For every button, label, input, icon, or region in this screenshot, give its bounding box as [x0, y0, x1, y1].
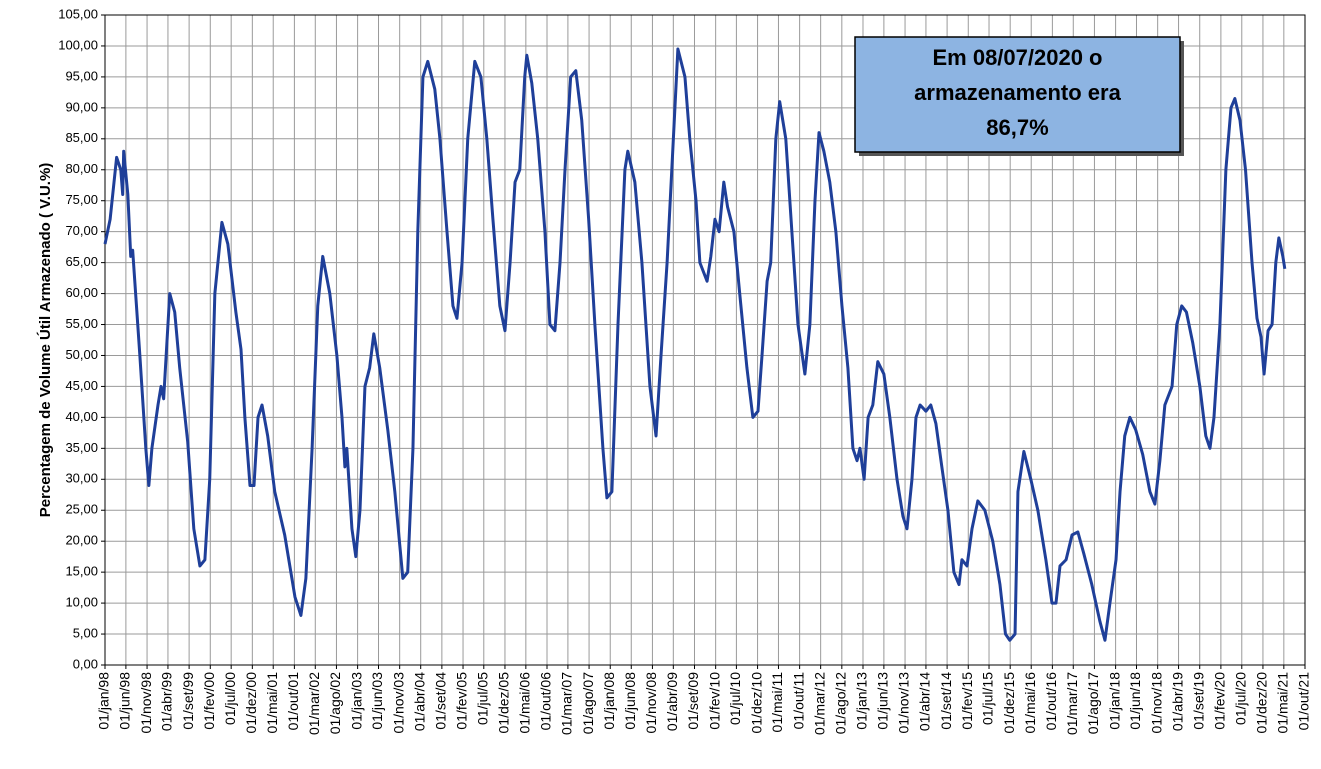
x-tick-label: 01/jun/98: [117, 672, 133, 730]
x-tick-label: 01/set/19: [1190, 672, 1206, 730]
x-tick-label: 01/jan/18: [1106, 672, 1122, 730]
x-tick-label: 01/mai/11: [769, 672, 785, 733]
plot-border: [104, 14, 1306, 666]
y-tick-label: 45,00: [65, 378, 98, 393]
x-tick-label: 01/fev/05: [454, 672, 470, 730]
x-tick-label: 01/jul/15: [980, 672, 996, 725]
x-tick-label: 01/dez/00: [243, 672, 259, 734]
x-tick-label: 01/jul/10: [727, 672, 743, 725]
x-tick-label: 01/jul/00: [222, 672, 238, 725]
x-tick-label: 01/abr/14: [917, 672, 933, 731]
x-tick-label: 01/jun/08: [622, 672, 638, 730]
x-tick-label: 01/out/01: [285, 672, 301, 731]
x-tick-label: 01/jul/05: [474, 672, 490, 725]
x-tick-label: 01/abr/19: [1169, 672, 1185, 731]
x-tick-label: 01/jul/20: [1232, 672, 1248, 725]
y-tick-label: 90,00: [65, 99, 98, 114]
y-tick-label: 15,00: [65, 564, 98, 579]
x-tick-label: 01/fev/20: [1212, 672, 1228, 730]
y-tick-label: 35,00: [65, 440, 98, 455]
x-tick-label: 01/mai/01: [264, 672, 280, 734]
x-tick-label: 01/dez/20: [1254, 672, 1270, 734]
y-tick-label: 55,00: [65, 316, 98, 331]
y-tick-label: 20,00: [65, 533, 98, 548]
x-tick-label: 01/mai/16: [1022, 672, 1038, 734]
x-tick-label: 01/fev/15: [959, 672, 975, 730]
y-tick-label: 95,00: [65, 68, 98, 83]
y-tick-label: 65,00: [65, 254, 98, 269]
x-tick-label: 01/nov/13: [896, 672, 912, 734]
x-tick-label: 01/nov/03: [390, 672, 406, 734]
x-tick-label: 01/mai/21: [1275, 672, 1291, 734]
x-tick-label: 01/jan/03: [348, 672, 364, 730]
x-tick-label: 01/mai/06: [517, 672, 533, 734]
y-tick-label: 85,00: [65, 130, 98, 145]
x-tick-label: 01/fev/10: [706, 672, 722, 730]
y-tick-label: 0,00: [73, 656, 98, 671]
x-tick-label: 01/jan/98: [96, 672, 112, 730]
x-tick-label: 01/out/21: [1296, 672, 1312, 731]
y-tick-label: 105,00: [58, 6, 98, 21]
x-tick-label: 01/set/14: [938, 672, 954, 730]
y-tick-label: 25,00: [65, 502, 98, 517]
x-tick-label: 01/set/09: [685, 672, 701, 730]
x-tick-label: 01/nov/08: [643, 672, 659, 734]
y-tick-label: 5,00: [73, 625, 98, 640]
y-tick-label: 75,00: [65, 192, 98, 207]
x-tick-label: 01/jan/13: [854, 672, 870, 730]
annotation-text: 86,7%: [986, 115, 1048, 140]
x-tick-label: 01/ago/17: [1085, 672, 1101, 734]
x-tick-label: 01/mar/02: [306, 672, 322, 735]
x-tick-label: 01/dez/15: [1001, 672, 1017, 734]
y-tick-label: 10,00: [65, 595, 98, 610]
x-tick-label: 01/nov/98: [138, 672, 154, 734]
x-tick-label: 01/out/11: [790, 672, 806, 730]
x-tick-label: 01/mar/12: [811, 672, 827, 735]
y-axis-label: Percentagem de Volume Útil Armazenado ( …: [36, 163, 54, 518]
y-tick-label: 60,00: [65, 285, 98, 300]
x-tick-label: 01/jun/13: [875, 672, 891, 730]
x-tick-label: 01/jan/08: [601, 672, 617, 730]
x-tick-label: 01/abr/99: [159, 672, 175, 731]
x-tick-label: 01/set/04: [433, 672, 449, 730]
x-tick-label: 01/abr/04: [411, 672, 427, 731]
y-tick-label: 80,00: [65, 161, 98, 176]
x-tick-label: 01/jun/03: [369, 672, 385, 730]
x-tick-label: 01/dez/10: [748, 672, 764, 734]
y-tick-label: 30,00: [65, 471, 98, 486]
x-tick-label: 01/ago/12: [833, 672, 849, 734]
x-tick-label: 01/mar/17: [1064, 672, 1080, 735]
x-tick-label: 01/fev/00: [201, 672, 217, 730]
y-tick-label: 100,00: [58, 37, 98, 52]
x-tick-label: 01/jun/18: [1127, 672, 1143, 730]
x-tick-label: 01/nov/18: [1148, 672, 1164, 734]
x-tick-label: 01/ago/02: [327, 672, 343, 734]
x-tick-label: 01/out/06: [538, 672, 554, 731]
annotation-box: [854, 36, 1181, 153]
data-line: [103, 47, 1287, 642]
x-tick-label: 01/ago/07: [580, 672, 596, 734]
x-tick-label: 01/set/99: [180, 672, 196, 730]
annotation-text: armazenamento era: [914, 80, 1121, 105]
x-tick-label: 01/out/16: [1043, 672, 1059, 731]
y-tick-label: 50,00: [65, 347, 98, 362]
y-tick-label: 40,00: [65, 409, 98, 424]
annotation-text: Em 08/07/2020 o: [932, 45, 1102, 70]
x-tick-label: 01/mar/07: [559, 672, 575, 735]
y-tick-label: 70,00: [65, 223, 98, 238]
x-tick-label: 01/dez/05: [496, 672, 512, 734]
x-tick-label: 01/abr/09: [664, 672, 680, 731]
